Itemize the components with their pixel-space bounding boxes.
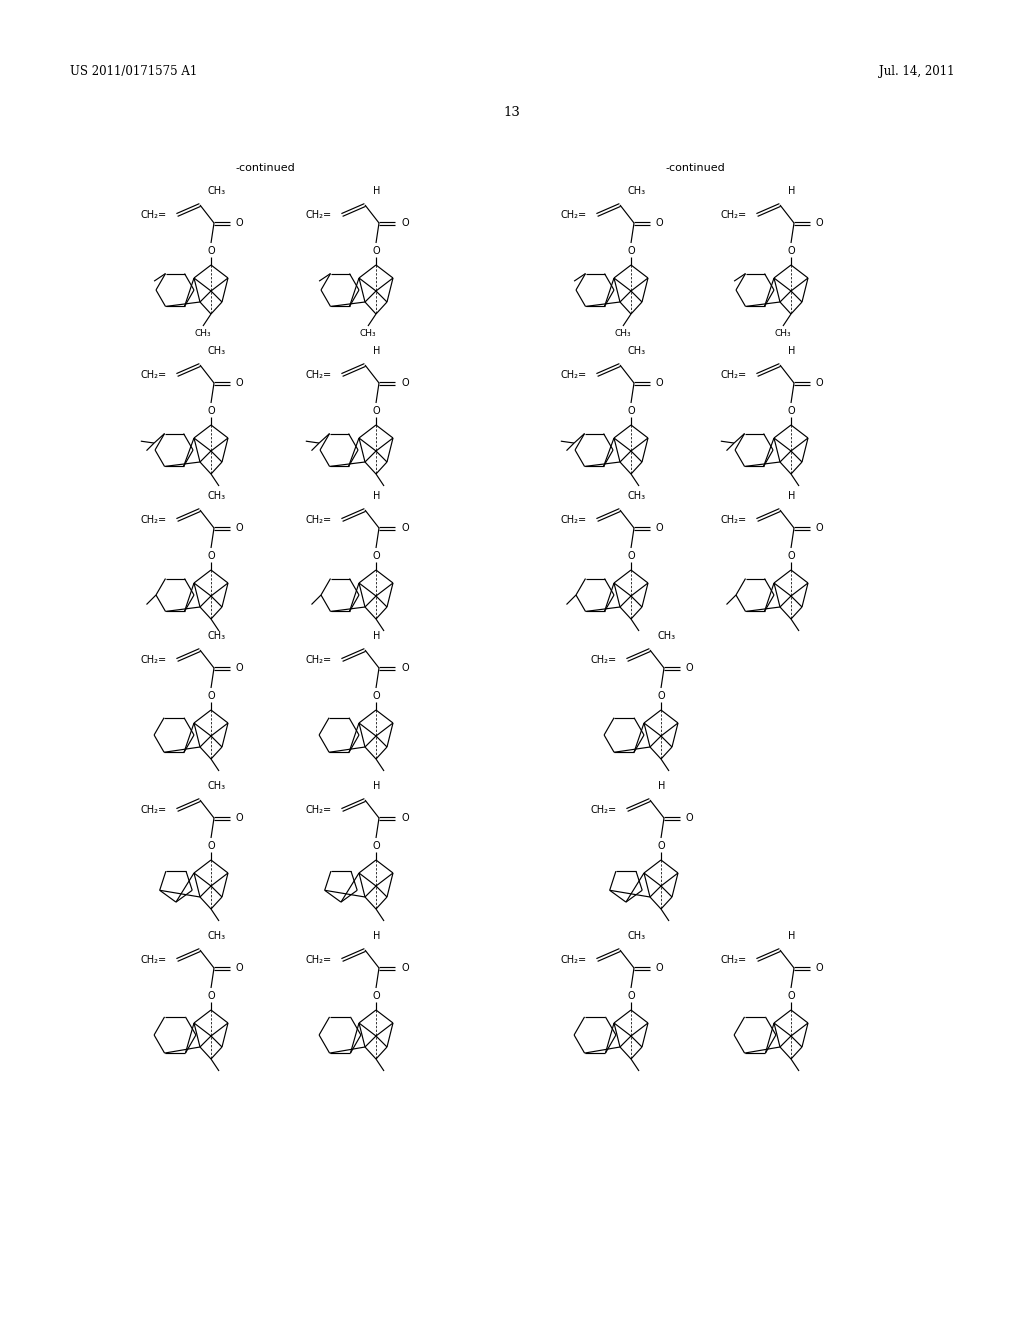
Text: Jul. 14, 2011: Jul. 14, 2011 — [879, 66, 954, 78]
Text: CH₂=: CH₂= — [141, 655, 167, 665]
Text: CH₂=: CH₂= — [141, 954, 167, 965]
Text: O: O — [236, 378, 244, 388]
Text: H: H — [373, 631, 380, 642]
Text: CH₂=: CH₂= — [591, 805, 617, 814]
Text: CH₂=: CH₂= — [306, 370, 332, 380]
Text: O: O — [207, 407, 215, 416]
Text: US 2011/0171575 A1: US 2011/0171575 A1 — [70, 66, 198, 78]
Text: CH₂=: CH₂= — [721, 370, 746, 380]
Text: CH₃: CH₃ — [628, 491, 646, 502]
Text: O: O — [236, 813, 244, 822]
Text: CH₂=: CH₂= — [561, 954, 587, 965]
Text: CH₂=: CH₂= — [306, 805, 332, 814]
Text: CH₂=: CH₂= — [141, 515, 167, 525]
Text: CH₂=: CH₂= — [561, 370, 587, 380]
Text: O: O — [372, 407, 380, 416]
Text: H: H — [658, 781, 666, 791]
Text: O: O — [686, 663, 693, 673]
Text: CH₃: CH₃ — [208, 186, 226, 195]
Text: O: O — [207, 550, 215, 561]
Text: O: O — [656, 964, 664, 973]
Text: O: O — [816, 378, 823, 388]
Text: H: H — [373, 346, 380, 356]
Text: CH₂=: CH₂= — [306, 210, 332, 220]
Text: CH₃: CH₃ — [628, 186, 646, 195]
Text: O: O — [236, 964, 244, 973]
Text: O: O — [372, 841, 380, 851]
Text: CH₂=: CH₂= — [721, 515, 746, 525]
Text: O: O — [816, 523, 823, 533]
Text: CH₃: CH₃ — [208, 346, 226, 356]
Text: O: O — [401, 813, 409, 822]
Text: O: O — [207, 246, 215, 256]
Text: O: O — [627, 407, 635, 416]
Text: CH₂=: CH₂= — [141, 210, 167, 220]
Text: CH₃: CH₃ — [628, 346, 646, 356]
Text: O: O — [657, 690, 665, 701]
Text: O: O — [627, 246, 635, 256]
Text: O: O — [372, 550, 380, 561]
Text: CH₂=: CH₂= — [306, 954, 332, 965]
Text: CH₃: CH₃ — [208, 631, 226, 642]
Text: O: O — [236, 218, 244, 228]
Text: CH₂=: CH₂= — [141, 370, 167, 380]
Text: O: O — [372, 690, 380, 701]
Text: O: O — [401, 378, 409, 388]
Text: O: O — [686, 813, 693, 822]
Text: H: H — [788, 186, 796, 195]
Text: O: O — [627, 991, 635, 1001]
Text: O: O — [372, 991, 380, 1001]
Text: H: H — [373, 781, 380, 791]
Text: CH₂=: CH₂= — [306, 655, 332, 665]
Text: CH₃: CH₃ — [775, 330, 792, 338]
Text: CH₂=: CH₂= — [721, 210, 746, 220]
Text: O: O — [627, 550, 635, 561]
Text: CH₃: CH₃ — [614, 330, 632, 338]
Text: CH₂=: CH₂= — [561, 210, 587, 220]
Text: O: O — [372, 246, 380, 256]
Text: -continued: -continued — [666, 162, 725, 173]
Text: O: O — [787, 550, 795, 561]
Text: O: O — [207, 841, 215, 851]
Text: O: O — [401, 663, 409, 673]
Text: H: H — [373, 931, 380, 941]
Text: O: O — [401, 964, 409, 973]
Text: O: O — [657, 841, 665, 851]
Text: O: O — [816, 964, 823, 973]
Text: O: O — [816, 218, 823, 228]
Text: CH₂=: CH₂= — [141, 805, 167, 814]
Text: 13: 13 — [504, 106, 520, 119]
Text: O: O — [787, 407, 795, 416]
Text: H: H — [788, 931, 796, 941]
Text: O: O — [207, 991, 215, 1001]
Text: O: O — [656, 523, 664, 533]
Text: O: O — [787, 246, 795, 256]
Text: CH₂=: CH₂= — [721, 954, 746, 965]
Text: -continued: -continued — [236, 162, 295, 173]
Text: O: O — [401, 523, 409, 533]
Text: O: O — [787, 991, 795, 1001]
Text: CH₂=: CH₂= — [561, 515, 587, 525]
Text: O: O — [236, 523, 244, 533]
Text: O: O — [656, 378, 664, 388]
Text: CH₃: CH₃ — [208, 931, 226, 941]
Text: O: O — [656, 218, 664, 228]
Text: CH₂=: CH₂= — [591, 655, 617, 665]
Text: H: H — [788, 491, 796, 502]
Text: CH₃: CH₃ — [628, 931, 646, 941]
Text: O: O — [207, 690, 215, 701]
Text: CH₃: CH₃ — [195, 330, 211, 338]
Text: CH₃: CH₃ — [208, 491, 226, 502]
Text: H: H — [373, 186, 380, 195]
Text: CH₃: CH₃ — [658, 631, 676, 642]
Text: CH₃: CH₃ — [359, 330, 376, 338]
Text: H: H — [788, 346, 796, 356]
Text: CH₂=: CH₂= — [306, 515, 332, 525]
Text: H: H — [373, 491, 380, 502]
Text: O: O — [236, 663, 244, 673]
Text: CH₃: CH₃ — [208, 781, 226, 791]
Text: O: O — [401, 218, 409, 228]
